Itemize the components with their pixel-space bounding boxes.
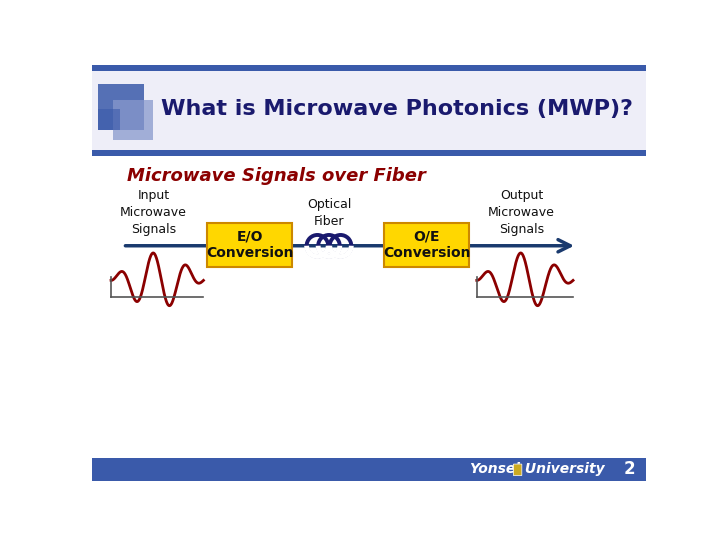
Bar	[98, 84, 144, 130]
Bar	[207, 222, 292, 267]
Text: Yonsei University: Yonsei University	[469, 462, 604, 476]
Bar	[113, 100, 153, 140]
Text: Output
Microwave
Signals: Output Microwave Signals	[488, 189, 555, 236]
Text: Input
Microwave
Signals: Input Microwave Signals	[120, 189, 186, 236]
Text: E/O
Conversion: E/O Conversion	[206, 230, 294, 260]
Bar	[92, 457, 647, 481]
Text: Optical
Fiber: Optical Fiber	[307, 198, 351, 228]
FancyBboxPatch shape	[513, 464, 522, 476]
Bar	[92, 65, 647, 71]
Text: 2: 2	[624, 460, 635, 478]
Text: What is Microwave Photonics (MWP)?: What is Microwave Photonics (MWP)?	[161, 99, 633, 119]
Bar	[384, 222, 469, 267]
Text: Microwave Signals over Fiber: Microwave Signals over Fiber	[127, 167, 426, 185]
Text: O/E
Conversion: O/E Conversion	[383, 230, 470, 260]
Bar	[98, 109, 120, 130]
Bar	[92, 65, 647, 150]
Bar	[92, 150, 647, 156]
